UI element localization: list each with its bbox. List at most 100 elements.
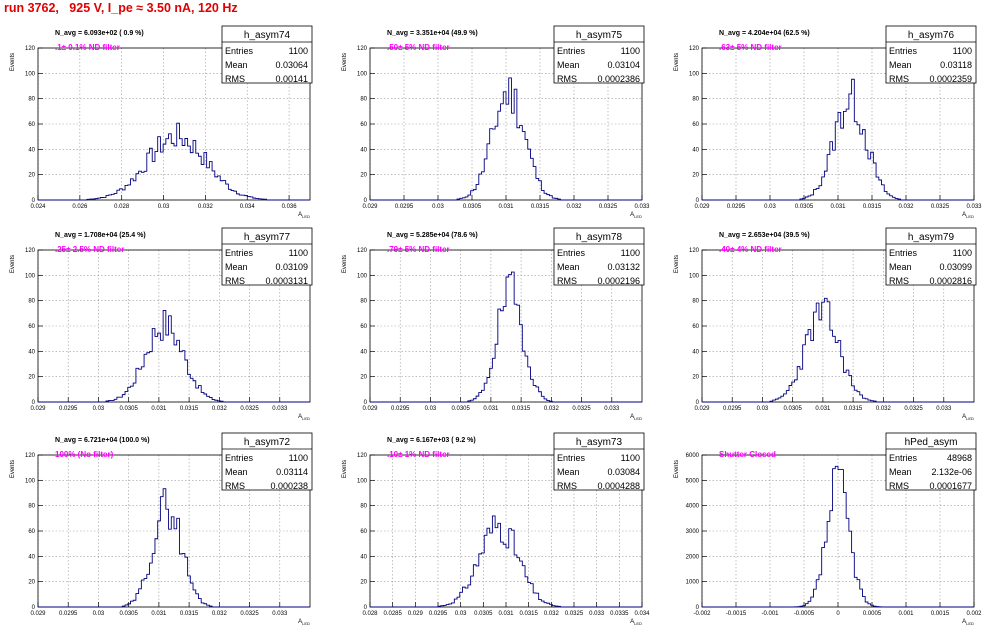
y-tick-label: 20 — [28, 173, 35, 179]
histogram-svg: 0.024 0.026 0.028 0.03 0.032 0.034 0.036 0 20 40 6… — [10, 25, 313, 219]
y-axis-title: Events — [342, 255, 348, 273]
stats-label: RMS — [889, 481, 909, 491]
x-tick-label: 0.0325 — [599, 204, 618, 210]
x-tick-label: 0.0325 — [565, 611, 584, 617]
stats-value: 1100 — [621, 46, 640, 56]
stats-box — [885, 25, 977, 84]
stats-title: hPed_asym — [905, 437, 958, 448]
histogram-line — [38, 122, 310, 201]
y-tick-label: 20 — [360, 580, 367, 586]
y-tick-label: 100 — [689, 71, 700, 77]
x-tick-label: 0.0315 — [531, 204, 550, 210]
stats-value: 0.0002386 — [597, 74, 640, 84]
navg-label: N_avg = 6.721e+04 (100.0 %) — [55, 437, 150, 444]
y-tick-label: 0 — [32, 400, 36, 406]
x-tick-label: 0.0305 — [119, 406, 138, 412]
histogram-svg: 0.029 0.0295 0.03 0.0305 0.031 0.0315 0.032 0.0… — [10, 432, 313, 626]
x-tick-label: 0.031 — [815, 406, 831, 412]
histogram-panel: 0.029 0.0295 0.03 0.0305 0.031 0.0315 0.032 0.0… — [0, 220, 332, 421]
stats-label: Entries — [225, 453, 254, 463]
x-tick-label: 0.028 — [362, 611, 378, 617]
x-axis-title-subscript: LED — [302, 214, 310, 218]
navg-label: N_avg = 6.093e+02 ( 0.9 %) — [55, 30, 144, 37]
histogram-panel: 0.028 0.0285 0.029 0.0295 0.03 0.0305 0.031 0.0… — [332, 425, 664, 626]
x-tick-label: 0.0295 — [395, 204, 414, 210]
stats-title: h_asym75 — [576, 30, 623, 41]
y-tick-label: 120 — [357, 248, 368, 254]
y-tick-label: 80 — [360, 504, 367, 510]
histogram-panel: 0.024 0.026 0.028 0.03 0.032 0.034 0.036 0 20 40 6… — [0, 18, 332, 219]
stats-value: 1100 — [289, 248, 308, 258]
stats-title: h_asym73 — [576, 437, 623, 448]
y-axis-title: Events — [674, 255, 680, 273]
x-axis-title-subscript: LED — [634, 416, 642, 420]
stats-label: Mean — [557, 467, 580, 477]
stats-title: h_asym74 — [244, 30, 291, 41]
y-tick-label: 40 — [692, 147, 699, 153]
stats-label: Mean — [557, 60, 580, 70]
y-tick-label: 4000 — [686, 504, 700, 510]
y-tick-label: 40 — [360, 349, 367, 355]
stats-label: Entries — [225, 46, 254, 56]
histogram-panel: 0.029 0.0295 0.03 0.0305 0.031 0.0315 0.032 0.0… — [664, 220, 996, 421]
histogram-line — [702, 465, 974, 608]
y-tick-label: 100 — [357, 478, 368, 484]
y-tick-label: 1000 — [686, 580, 700, 586]
x-tick-label: 0.03 — [757, 406, 769, 412]
histogram-svg: 0.029 0.0295 0.03 0.0305 0.031 0.0315 0.032 0.0… — [674, 25, 982, 219]
stats-box — [885, 432, 977, 491]
y-tick-label: 60 — [692, 324, 699, 330]
y-tick-label: 0 — [364, 400, 368, 406]
x-tick-label: 0.002 — [966, 611, 982, 617]
x-tick-label: 0.034 — [634, 611, 650, 617]
stats-value: 2.132e-06 — [931, 467, 972, 477]
x-tick-label: 0.0305 — [451, 406, 470, 412]
x-tick-label: 0.0335 — [610, 611, 629, 617]
x-tick-label: 0.033 — [272, 611, 288, 617]
stats-box — [885, 227, 977, 286]
y-tick-label: 6000 — [686, 453, 700, 459]
x-tick-label: -0.001 — [761, 611, 779, 617]
x-tick-label: 0.0305 — [783, 406, 802, 412]
y-tick-label: 100 — [25, 273, 36, 279]
x-tick-label: 0.0305 — [463, 204, 482, 210]
filter-label: .50± 5% ND filter — [387, 43, 450, 52]
stats-label: RMS — [225, 74, 245, 84]
y-tick-label: 120 — [25, 453, 36, 459]
y-tick-label: 120 — [25, 248, 36, 254]
x-tick-label: 0.029 — [408, 611, 424, 617]
y-tick-label: 0 — [696, 198, 700, 204]
x-tick-label: 0.033 — [634, 204, 650, 210]
stats-label: RMS — [889, 74, 909, 84]
stats-title: h_asym79 — [908, 232, 955, 243]
x-tick-label: 0.031 — [151, 406, 167, 412]
x-tick-label: 0.033 — [589, 611, 605, 617]
y-tick-label: 0 — [696, 400, 700, 406]
stats-label: Entries — [889, 248, 918, 258]
stats-label: RMS — [225, 481, 245, 491]
y-tick-label: 5000 — [686, 478, 700, 484]
stats-label: Entries — [557, 248, 586, 258]
y-axis-title: Events — [10, 53, 16, 71]
navg-label: N_avg = 2.653e+04 (39.5 %) — [719, 232, 810, 239]
stats-label: Entries — [557, 453, 586, 463]
stats-value: 1100 — [289, 46, 308, 56]
stats-label: RMS — [889, 276, 909, 286]
x-tick-label: 0.029 — [362, 204, 378, 210]
y-tick-label: 120 — [689, 46, 700, 52]
y-tick-label: 60 — [360, 324, 367, 330]
x-tick-label: 0.0295 — [727, 204, 746, 210]
filter-label: .25± 2.5% ND filter — [55, 245, 124, 254]
x-tick-label: 0.031 — [830, 204, 846, 210]
histogram-panel: 0.029 0.0295 0.03 0.0305 0.031 0.0315 0.032 0.0… — [664, 18, 996, 219]
stats-title: h_asym78 — [576, 232, 623, 243]
x-tick-label: 0.0325 — [931, 204, 950, 210]
histogram-panel: -0.002 -0.0015 -0.001 -0.0005 0 0.0005 0.001 0.… — [664, 425, 996, 626]
stats-value: 1100 — [289, 453, 308, 463]
y-tick-label: 60 — [360, 122, 367, 128]
y-tick-label: 80 — [692, 299, 699, 305]
histogram-svg: 0.028 0.0285 0.029 0.0295 0.03 0.0305 0.031 0.0… — [342, 432, 650, 626]
stats-label: RMS — [225, 276, 245, 286]
x-tick-label: -0.002 — [693, 611, 711, 617]
x-tick-label: -0.0015 — [726, 611, 747, 617]
